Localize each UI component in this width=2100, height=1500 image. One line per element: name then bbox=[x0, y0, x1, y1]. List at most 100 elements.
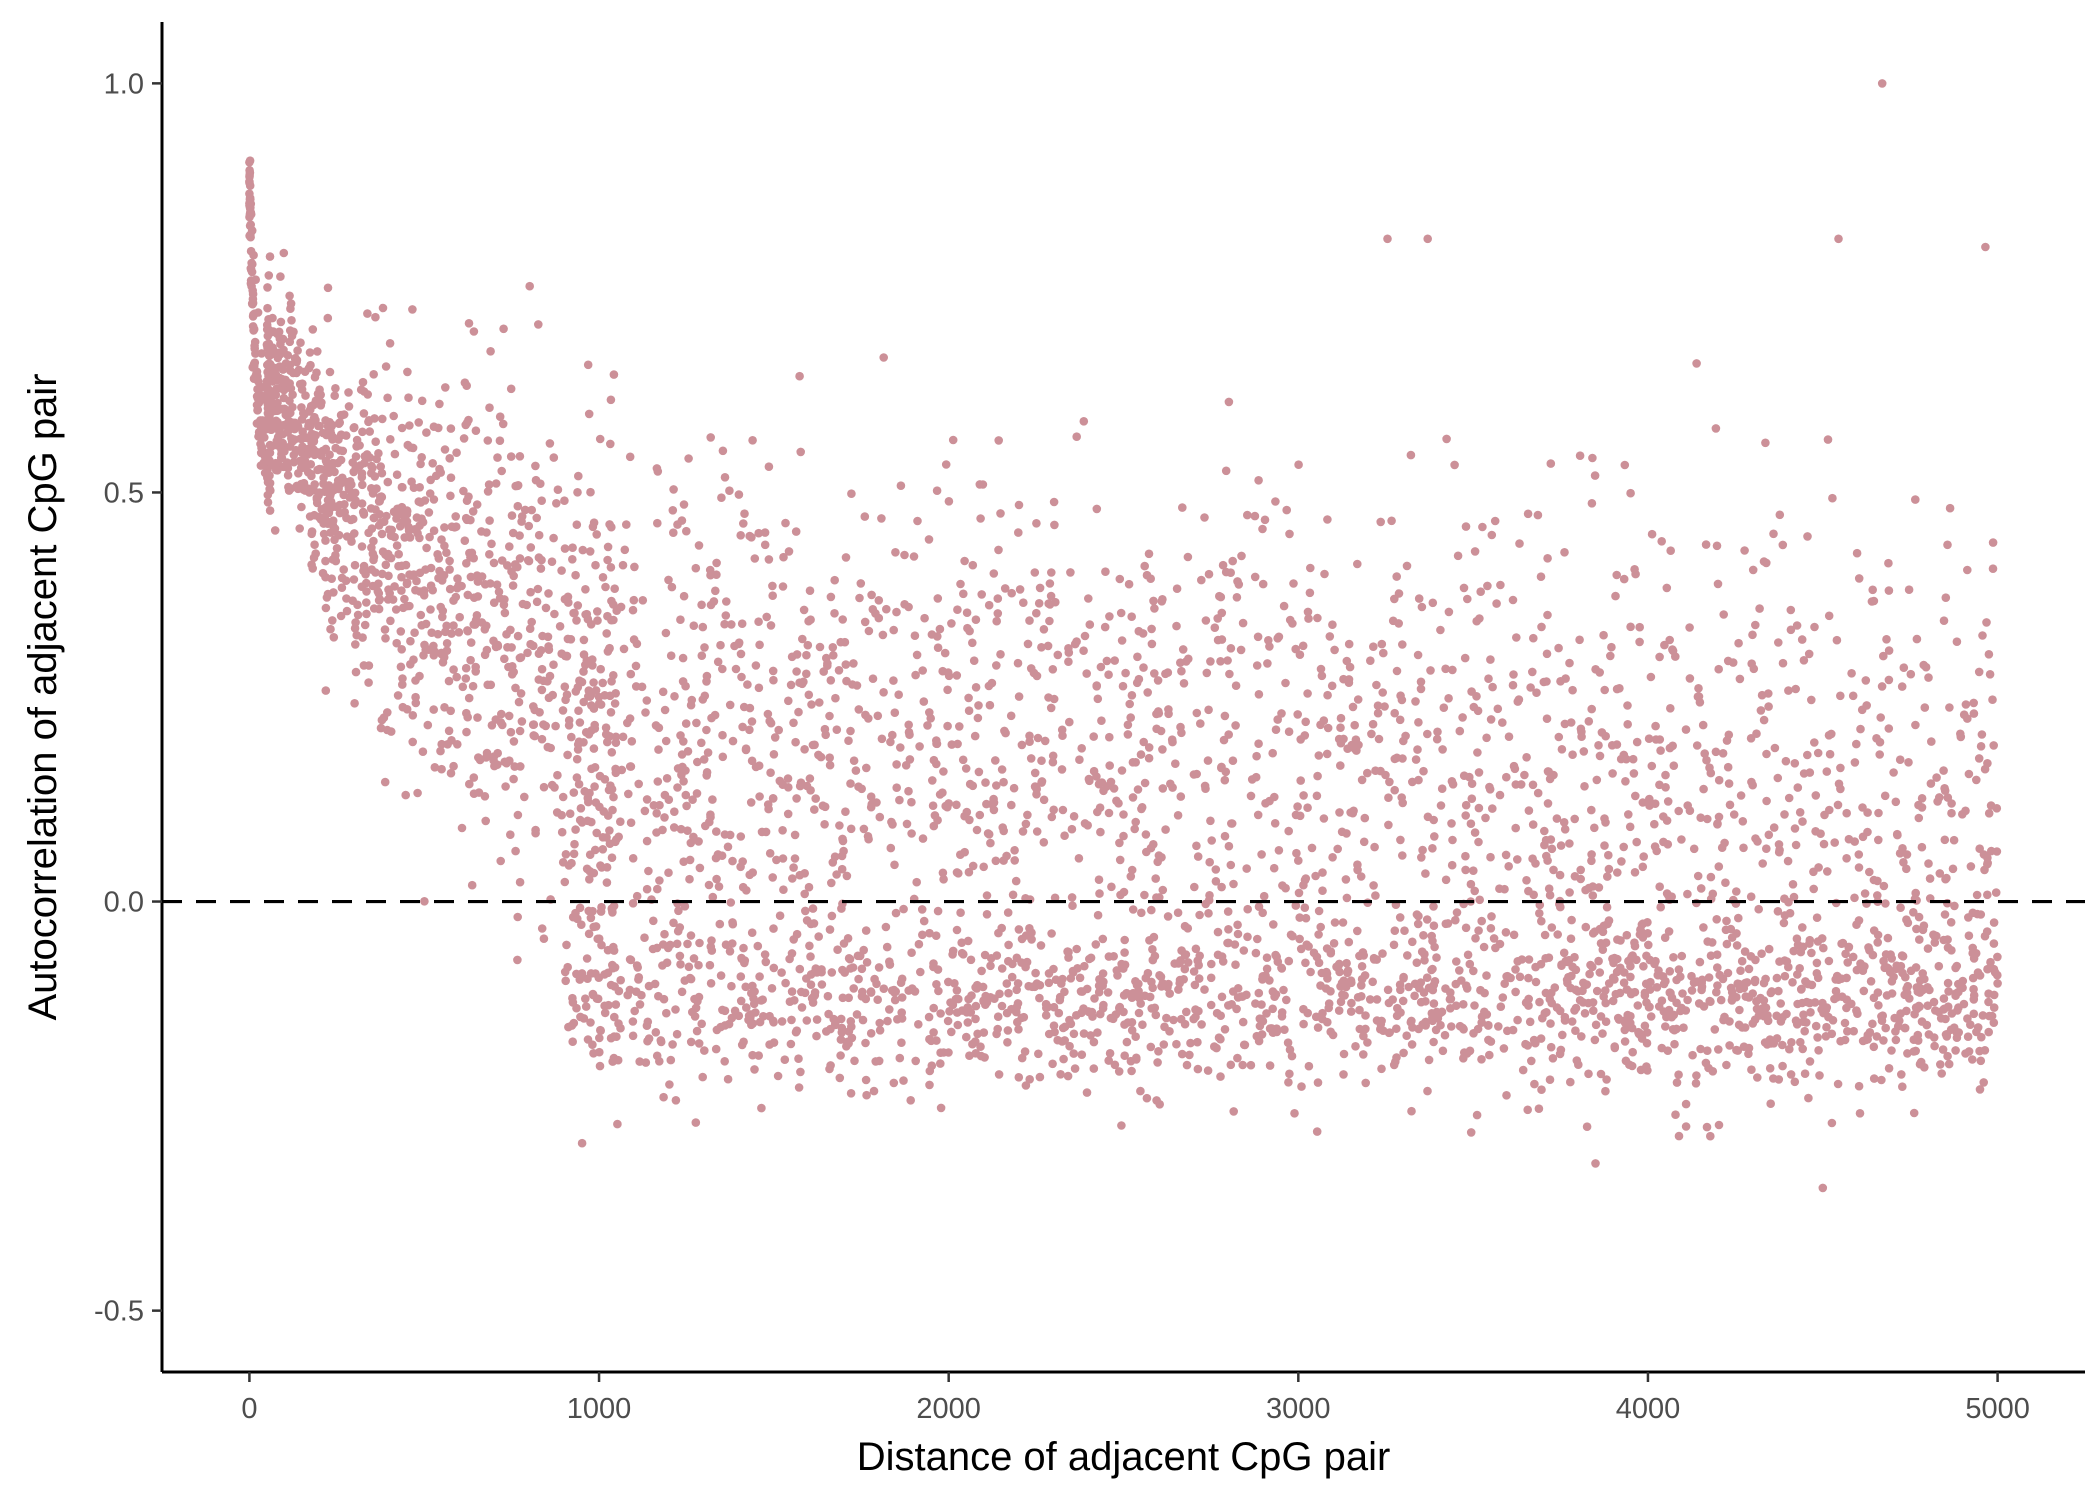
data-point bbox=[1685, 623, 1694, 632]
data-point bbox=[1216, 657, 1225, 666]
data-point bbox=[790, 996, 799, 1005]
data-point bbox=[769, 750, 779, 759]
data-point bbox=[377, 529, 387, 539]
data-point bbox=[1120, 935, 1129, 945]
data-point bbox=[1511, 987, 1520, 997]
data-point bbox=[338, 473, 347, 483]
data-point bbox=[939, 1048, 948, 1057]
data-point bbox=[316, 451, 326, 460]
data-point bbox=[1348, 808, 1358, 818]
data-point bbox=[1210, 623, 1220, 632]
data-point bbox=[1980, 764, 1990, 774]
data-point bbox=[1714, 664, 1723, 674]
data-point bbox=[307, 438, 316, 448]
data-point bbox=[1976, 742, 1986, 751]
data-point bbox=[1738, 817, 1748, 826]
data-point bbox=[826, 592, 836, 602]
data-point bbox=[1174, 959, 1183, 968]
data-point bbox=[1277, 709, 1286, 718]
data-point bbox=[1219, 735, 1229, 745]
data-point bbox=[571, 825, 580, 834]
data-point bbox=[310, 372, 320, 382]
data-point bbox=[369, 370, 379, 379]
data-point bbox=[1638, 919, 1648, 928]
data-point bbox=[673, 520, 682, 529]
data-point bbox=[1824, 611, 1834, 621]
data-point bbox=[1322, 749, 1332, 759]
data-point bbox=[1869, 1042, 1879, 1052]
data-point bbox=[1713, 819, 1722, 828]
data-point bbox=[1699, 923, 1708, 932]
data-point bbox=[879, 984, 889, 993]
data-point bbox=[472, 611, 482, 620]
data-point bbox=[367, 524, 377, 533]
data-point bbox=[1968, 1055, 1977, 1064]
data-point bbox=[257, 349, 266, 358]
data-point bbox=[751, 762, 761, 772]
data-point bbox=[428, 459, 438, 468]
data-point bbox=[1766, 988, 1776, 998]
data-point bbox=[1216, 1072, 1225, 1081]
data-point bbox=[1534, 1104, 1544, 1113]
data-point bbox=[943, 685, 952, 695]
data-point bbox=[1884, 724, 1894, 733]
data-point bbox=[274, 327, 284, 337]
data-point bbox=[1448, 835, 1457, 845]
data-point bbox=[1486, 655, 1495, 664]
data-point bbox=[1595, 751, 1605, 761]
data-point bbox=[713, 657, 723, 667]
data-point bbox=[875, 1026, 885, 1035]
data-point bbox=[706, 979, 716, 988]
data-point bbox=[1902, 864, 1911, 874]
data-point bbox=[1801, 977, 1810, 986]
data-point bbox=[1134, 1008, 1144, 1018]
data-point bbox=[572, 520, 582, 529]
data-point bbox=[993, 594, 1003, 603]
data-point bbox=[1621, 1056, 1631, 1066]
data-point bbox=[669, 528, 678, 537]
data-point bbox=[1854, 863, 1864, 872]
data-point bbox=[493, 748, 503, 758]
data-point bbox=[536, 564, 546, 573]
data-point bbox=[1103, 988, 1113, 997]
data-point bbox=[587, 701, 596, 710]
data-point bbox=[1411, 755, 1421, 764]
data-point bbox=[1279, 985, 1288, 995]
data-point bbox=[1993, 979, 2002, 988]
data-point bbox=[265, 478, 275, 488]
data-point bbox=[541, 603, 551, 613]
data-point bbox=[665, 1080, 674, 1089]
data-point bbox=[626, 955, 636, 965]
data-point bbox=[569, 788, 579, 797]
data-point bbox=[642, 1021, 652, 1030]
data-point bbox=[1426, 666, 1435, 675]
data-point bbox=[1789, 892, 1799, 902]
data-point bbox=[1989, 964, 1999, 974]
data-point bbox=[607, 748, 617, 757]
data-point bbox=[1613, 868, 1622, 877]
data-point bbox=[473, 713, 482, 722]
data-point bbox=[437, 739, 447, 749]
data-point bbox=[1722, 916, 1731, 926]
data-point bbox=[328, 458, 337, 468]
data-point bbox=[1655, 652, 1664, 662]
data-point bbox=[664, 575, 673, 585]
data-point bbox=[1559, 948, 1569, 958]
data-point bbox=[1450, 460, 1459, 470]
data-point bbox=[1246, 1060, 1256, 1070]
data-point bbox=[562, 651, 572, 661]
data-point bbox=[1626, 989, 1636, 999]
data-point bbox=[1406, 1018, 1416, 1027]
data-point bbox=[1824, 1012, 1833, 1022]
data-point bbox=[1154, 1047, 1163, 1056]
data-point bbox=[1147, 624, 1156, 634]
data-point bbox=[1943, 793, 1953, 802]
data-point bbox=[1144, 743, 1154, 752]
data-point bbox=[1226, 644, 1236, 653]
data-point bbox=[1924, 673, 1933, 682]
data-point bbox=[483, 487, 493, 496]
data-point bbox=[866, 988, 876, 997]
data-point bbox=[1140, 991, 1150, 1001]
data-point bbox=[1795, 964, 1804, 973]
data-point bbox=[495, 412, 505, 422]
